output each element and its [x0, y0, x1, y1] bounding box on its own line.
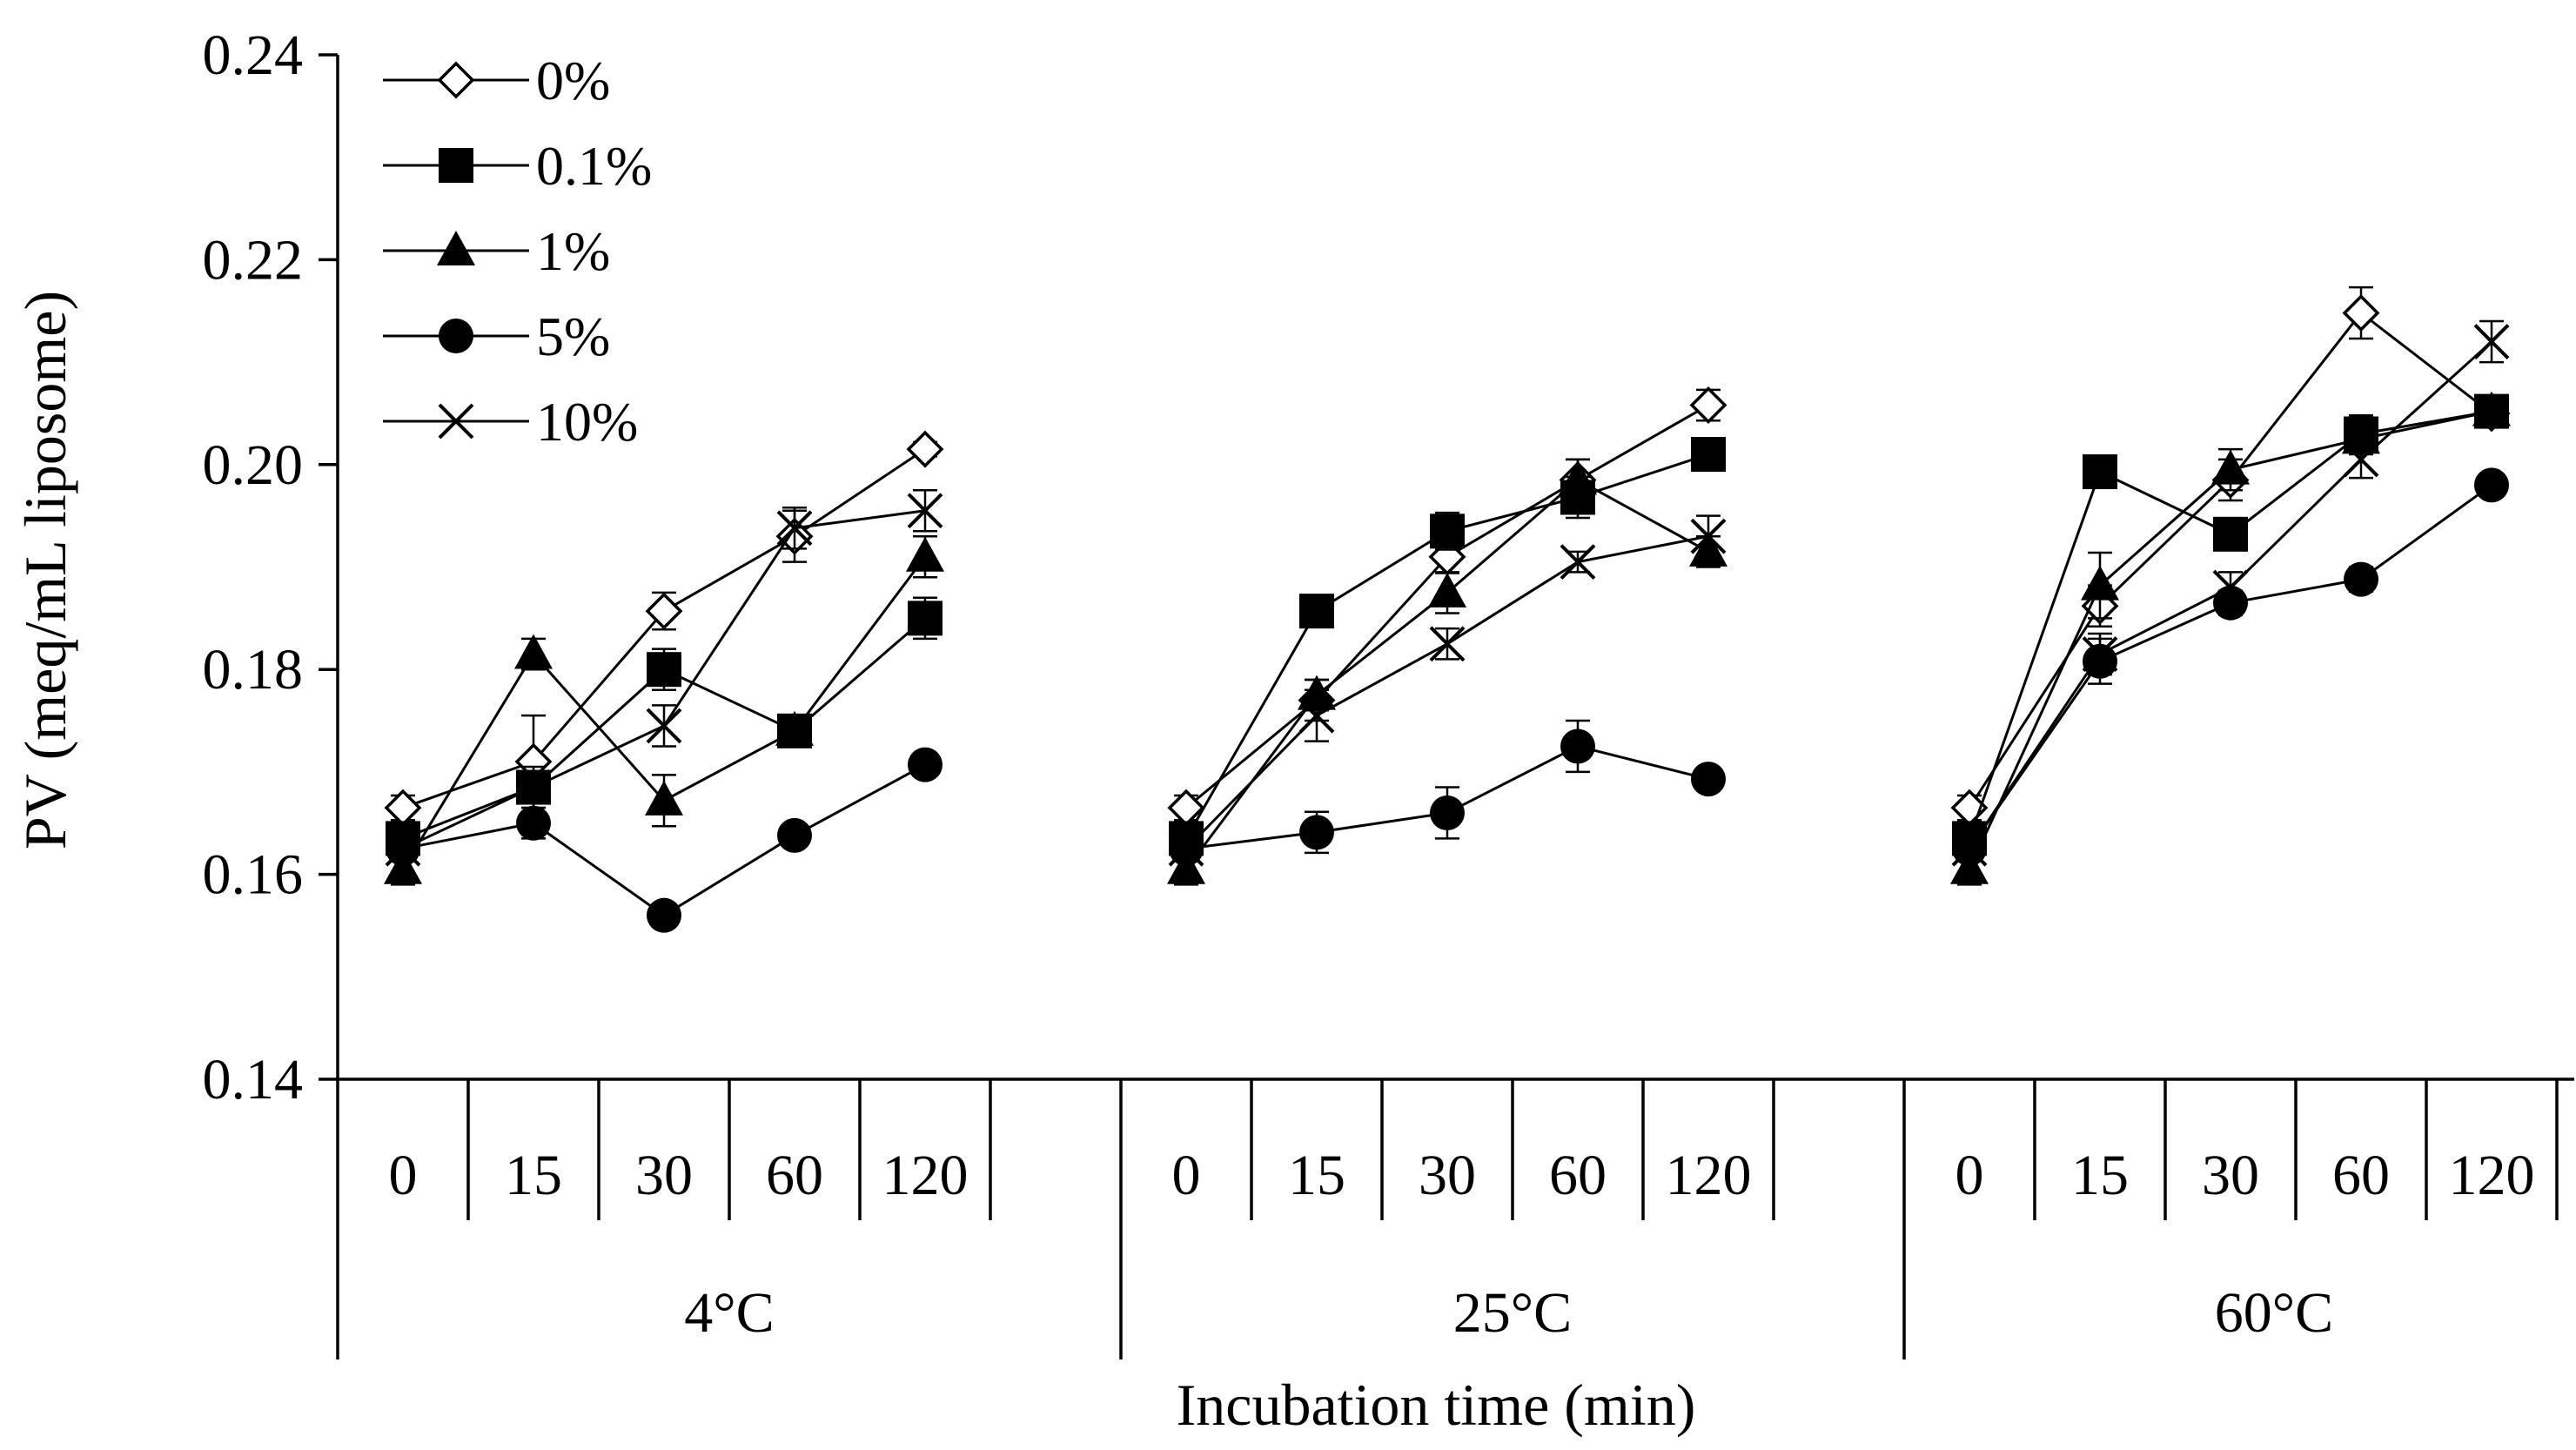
legend-item: 10%	[383, 391, 638, 453]
data-point	[1950, 849, 1989, 884]
x-tick-label: 30	[1419, 1144, 1476, 1207]
data-point	[516, 805, 551, 841]
plot-area	[384, 285, 2511, 933]
legend-marker	[437, 231, 475, 265]
data-point	[2212, 569, 2249, 606]
legend-label: 0%	[536, 50, 610, 111]
data-point	[907, 493, 943, 529]
data-point	[906, 430, 944, 468]
data-point	[1690, 518, 1727, 554]
data-point	[1298, 697, 1335, 734]
legend-marker	[439, 319, 473, 353]
data-point	[2474, 467, 2509, 503]
data-point	[1167, 849, 1205, 884]
data-point	[1430, 514, 1465, 549]
data-point	[2082, 636, 2118, 672]
y-tick-label: 0.22	[203, 228, 304, 292]
x-tick-label: 60	[766, 1144, 823, 1207]
y-tick-label: 0.24	[203, 23, 304, 87]
legend-item: 1%	[383, 220, 610, 282]
legend-label: 1%	[536, 220, 610, 282]
axes: 0.14 0.16 0.18 0.20 0.22 0.24 0 15 30 60 120 0 15 30 6…	[203, 23, 2574, 1359]
data-point	[646, 708, 682, 744]
series-0pct	[384, 285, 2511, 827]
data-point	[1299, 594, 1334, 629]
data-point	[1299, 815, 1334, 850]
x-tick-label: 120	[882, 1144, 969, 1207]
data-point	[1559, 460, 1597, 495]
data-point	[2081, 565, 2119, 601]
data-point	[1560, 728, 1595, 764]
data-point	[1430, 795, 1465, 830]
legend-label: 10%	[536, 391, 638, 453]
data-point	[385, 830, 421, 867]
legend-item: 0%	[383, 50, 610, 111]
group-label: 25°C	[1453, 1281, 1572, 1345]
data-point	[906, 536, 944, 572]
data-point	[2211, 449, 2250, 485]
data-point	[647, 897, 681, 933]
data-point	[908, 601, 943, 636]
data-point	[2343, 441, 2379, 478]
x-axis-title: Incubation time (min)	[1177, 1372, 1696, 1438]
data-point	[645, 780, 683, 816]
legend-marker	[439, 148, 473, 183]
data-point	[2472, 391, 2511, 426]
x-tick-label: 15	[2071, 1144, 2129, 1207]
y-tick-label: 0.20	[203, 433, 304, 497]
y-tick-label: 0.16	[203, 843, 304, 907]
data-point	[1429, 626, 1466, 662]
data-point	[647, 652, 681, 688]
data-point	[1428, 572, 1466, 608]
y-tick-label: 0.18	[203, 638, 304, 702]
x-tick-label: 120	[1666, 1144, 1752, 1207]
group-label: 60°C	[2215, 1281, 2333, 1345]
data-point	[1168, 830, 1204, 867]
data-point	[1691, 437, 1726, 473]
x-tick-label: 30	[2202, 1144, 2259, 1207]
legend: 0% 0.1% 1% 5% 10%	[383, 50, 652, 453]
data-point	[384, 849, 422, 884]
x-tick-label: 0	[1172, 1144, 1201, 1207]
data-point	[1691, 762, 1726, 797]
x-tick-label: 60	[1549, 1144, 1607, 1207]
group-label: 4°C	[684, 1281, 774, 1345]
series-10pct	[385, 319, 2510, 867]
legend-label: 0.1%	[536, 135, 652, 197]
legend-item: 5%	[383, 305, 610, 367]
data-point	[2342, 294, 2380, 332]
data-point	[1560, 544, 1596, 581]
y-tick-label: 0.14	[203, 1048, 304, 1111]
data-point	[775, 710, 814, 746]
legend-marker	[437, 61, 475, 99]
data-point	[1689, 386, 1727, 425]
data-point	[2342, 419, 2380, 454]
data-point	[1951, 830, 1988, 867]
data-point	[645, 592, 683, 630]
data-point	[776, 510, 813, 547]
x-tick-label: 15	[1288, 1144, 1345, 1207]
data-point	[515, 769, 552, 805]
data-point	[2344, 561, 2378, 597]
x-tick-label: 120	[2449, 1144, 2535, 1207]
legend-item: 0.1%	[383, 135, 652, 197]
x-tick-label: 15	[505, 1144, 562, 1207]
data-point	[2213, 516, 2248, 552]
data-point	[2083, 454, 2117, 490]
x-tick-label: 0	[1955, 1144, 1984, 1207]
legend-label: 5%	[536, 305, 610, 367]
x-tick-label: 30	[635, 1144, 693, 1207]
x-tick-label: 60	[2332, 1144, 2390, 1207]
data-point	[2473, 324, 2510, 359]
y-axis-title: PV (meq/mL liposome)	[12, 291, 78, 849]
data-point	[514, 634, 553, 669]
data-point	[777, 817, 812, 853]
x-tick-label: 0	[389, 1144, 418, 1207]
legend-marker	[438, 403, 474, 440]
data-point	[908, 747, 943, 782]
